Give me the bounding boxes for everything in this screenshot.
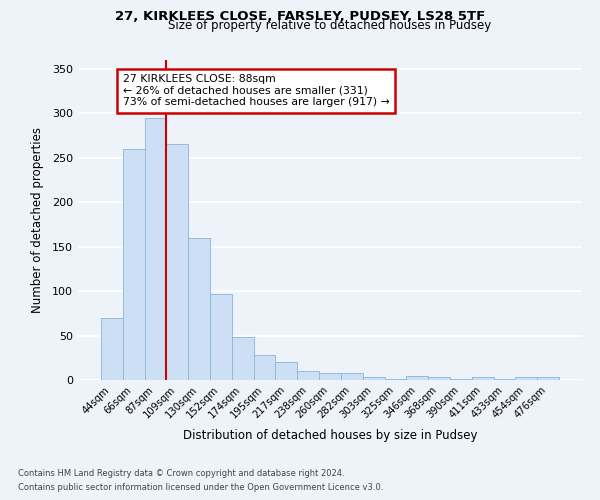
Bar [166,144,188,380]
Bar [101,318,123,380]
Bar [385,379,406,380]
Y-axis label: Number of detached properties: Number of detached properties [31,127,44,313]
Text: Contains public sector information licensed under the Open Government Licence v3: Contains public sector information licen… [18,484,383,492]
Title: Size of property relative to detached houses in Pudsey: Size of property relative to detached ho… [169,20,491,32]
Bar [275,362,297,380]
Bar [145,118,166,380]
Bar [472,378,494,380]
Bar [232,338,254,380]
Bar [450,379,472,380]
Text: Contains HM Land Registry data © Crown copyright and database right 2024.: Contains HM Land Registry data © Crown c… [18,468,344,477]
Bar [210,294,232,380]
Bar [537,378,559,380]
Bar [188,238,210,380]
Bar [319,373,341,380]
Bar [515,378,537,380]
X-axis label: Distribution of detached houses by size in Pudsey: Distribution of detached houses by size … [183,429,477,442]
Bar [494,379,515,380]
Text: 27, KIRKLEES CLOSE, FARSLEY, PUDSEY, LS28 5TF: 27, KIRKLEES CLOSE, FARSLEY, PUDSEY, LS2… [115,10,485,23]
Bar [406,376,428,380]
Text: 27 KIRKLEES CLOSE: 88sqm
← 26% of detached houses are smaller (331)
73% of semi-: 27 KIRKLEES CLOSE: 88sqm ← 26% of detach… [123,74,389,108]
Bar [123,149,145,380]
Bar [363,378,385,380]
Bar [428,378,450,380]
Bar [341,373,363,380]
Bar [297,371,319,380]
Bar [254,355,275,380]
